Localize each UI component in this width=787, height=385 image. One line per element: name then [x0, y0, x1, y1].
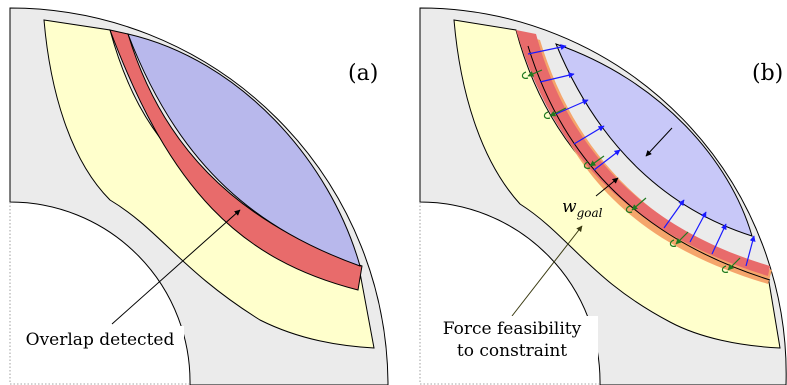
green-arrow	[589, 155, 605, 167]
panel-b-tag: (b)	[752, 61, 783, 86]
green-curl	[583, 161, 591, 169]
overlap-label: Overlap detected	[26, 330, 175, 350]
blue-arrows	[527, 44, 756, 267]
blue-arrow	[593, 149, 621, 171]
red-overlap-band	[109, 29, 363, 291]
blue-arrow	[573, 125, 605, 145]
wgoal-base: w	[562, 197, 577, 217]
green-arrow	[631, 197, 647, 211]
blue-arrow	[689, 211, 707, 243]
dotted-boundary	[9, 202, 190, 385]
blue-arrow	[527, 44, 567, 55]
green-curl	[669, 239, 677, 247]
feasibility-arrow	[511, 225, 583, 317]
overlap-label-box	[16, 326, 184, 350]
feasibility-label-box	[426, 316, 598, 364]
green-arrow	[727, 257, 741, 271]
green-arrow	[675, 231, 689, 245]
panel-a-tag: (a)	[348, 61, 378, 86]
wgoal-sub: goal	[577, 206, 603, 220]
feasibility-label-line1: Force feasibility	[443, 319, 582, 339]
red-band	[516, 30, 770, 276]
blue-region	[127, 33, 361, 267]
blue-arrow	[711, 223, 727, 255]
green-curl	[721, 265, 729, 273]
blue-arrow	[539, 72, 575, 83]
blue-arrow	[663, 199, 685, 229]
green-arrow	[527, 69, 543, 77]
blue-arrow	[555, 99, 589, 115]
compression-arrow	[645, 127, 673, 157]
green-curl	[543, 111, 551, 119]
feasibility-label-line2: to constraint	[457, 341, 567, 361]
panel-a: (a) Overlap detected	[9, 7, 389, 385]
green-arrows	[521, 69, 741, 273]
green-arrow	[549, 107, 567, 117]
green-curl	[521, 71, 529, 79]
dotted-boundary	[419, 202, 600, 385]
green-curl	[625, 205, 633, 213]
wgoal-label: wgoal	[562, 197, 603, 220]
wgoal-arrow	[595, 177, 619, 197]
blue-arrow	[745, 235, 756, 267]
panel-b: wgoal (b) Force feasibility to constrain…	[419, 7, 787, 385]
overlap-arrow	[111, 209, 241, 325]
